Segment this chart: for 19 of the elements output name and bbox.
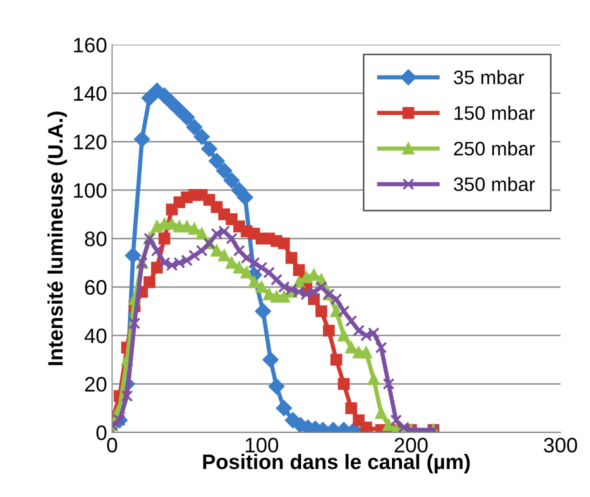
y-tick-label: 160 [74, 38, 106, 52]
x-axis-title: Position dans le canal (µm) [203, 454, 470, 474]
x-tick-label: 300 [544, 438, 578, 453]
y-tick-label: 140 [74, 86, 106, 101]
y-tick-label: 60 [85, 280, 106, 295]
y-tick-label: 0 [96, 425, 106, 440]
legend-label: 350 mbar [454, 176, 535, 192]
y-axis-title: Intensité lumineuse (U.A.) [47, 112, 67, 366]
y-tick-label: 20 [85, 376, 106, 392]
x-tick-label: 0 [107, 438, 118, 453]
x-tick-label: 200 [394, 438, 428, 453]
y-tick-label: 80 [84, 232, 106, 246]
legend-label: 35 mbar [454, 70, 524, 84]
y-tick-label: 120 [74, 134, 106, 150]
legend-label: 150 mbar [454, 106, 535, 120]
legend-label: 250 mbar [454, 141, 535, 156]
y-tick-label: 100 [74, 183, 106, 198]
y-tick-label: 40 [84, 328, 106, 344]
x-tick-label: 100 [246, 438, 278, 453]
